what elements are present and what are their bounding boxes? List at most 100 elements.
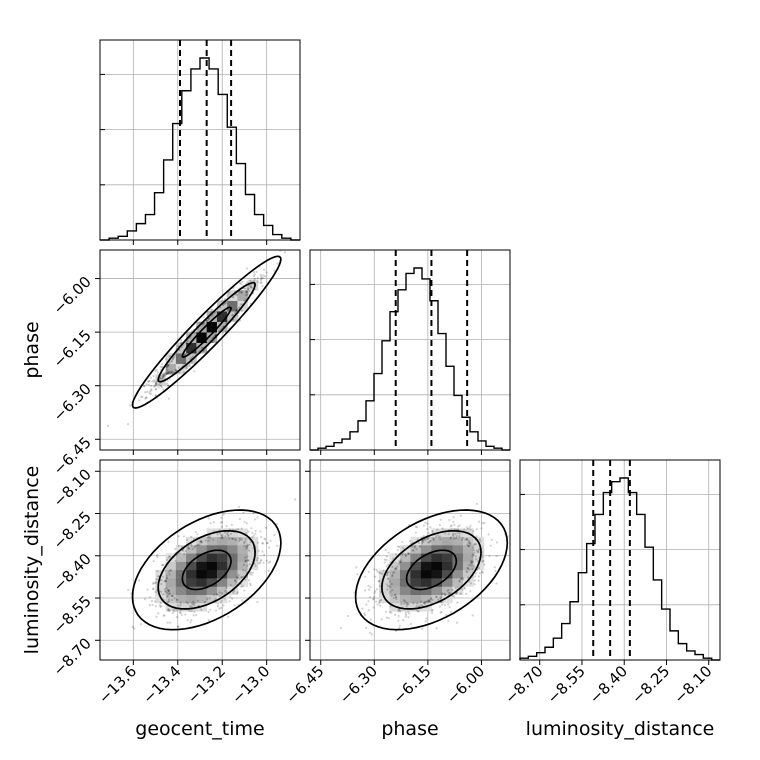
- sample-point: [236, 293, 239, 297]
- sample-point: [196, 543, 199, 547]
- sample-point: [153, 379, 156, 382]
- sample-point: [478, 520, 481, 523]
- sample-point: [390, 582, 393, 586]
- sample-point: [451, 588, 454, 592]
- sample-point: [437, 598, 440, 601]
- density-cell: [247, 561, 259, 571]
- sample-point: [154, 582, 157, 585]
- sample-point: [190, 544, 193, 547]
- sample-point: [462, 536, 465, 540]
- sample-point: [429, 597, 433, 600]
- density-cell: [175, 561, 187, 571]
- sample-point: [380, 618, 383, 621]
- sample-point: [141, 395, 144, 398]
- sample-point: [394, 613, 397, 617]
- sample-point: [245, 267, 249, 270]
- sample-point: [451, 533, 454, 536]
- density-cell: [389, 594, 401, 604]
- sample-point: [168, 370, 171, 374]
- sample-point: [186, 602, 189, 605]
- sample-point: [424, 521, 427, 524]
- density-cell: [206, 321, 218, 333]
- sample-point: [260, 277, 263, 280]
- sample-point: [256, 557, 260, 560]
- density-cell: [473, 545, 485, 554]
- sample-point: [148, 390, 151, 393]
- sample-point: [456, 586, 459, 589]
- sample-point: [237, 575, 240, 579]
- sample-point: [154, 369, 157, 373]
- x-axis-label-geocent-time: geocent_time: [135, 718, 264, 740]
- sample-point: [231, 537, 234, 540]
- density-cell: [175, 602, 187, 612]
- sample-point: [249, 572, 252, 575]
- sample-point: [265, 271, 268, 274]
- density-cell: [410, 586, 422, 596]
- sample-point: [365, 626, 368, 629]
- sample-point: [238, 578, 241, 581]
- sample-point: [441, 600, 444, 603]
- panel-histogram-luminosity-distance: −8.70−8.55−8.40−8.25−8.10: [501, 459, 721, 707]
- sample-point: [138, 579, 141, 582]
- sample-point: [155, 368, 158, 372]
- sample-point: [207, 517, 210, 520]
- sample-point: [229, 532, 233, 535]
- sample-point: [470, 561, 473, 564]
- density-cell: [441, 561, 453, 571]
- sample-point: [246, 287, 250, 290]
- sample-point: [186, 339, 189, 342]
- density-cell: [431, 553, 443, 562]
- sample-point: [473, 583, 476, 586]
- sample-point: [223, 297, 226, 301]
- sample-point: [187, 546, 190, 549]
- sample-point: [205, 342, 208, 345]
- sample-point: [204, 539, 207, 542]
- density-cell: [452, 528, 464, 538]
- sample-point: [454, 532, 457, 536]
- sample-point: [160, 604, 163, 608]
- sample-point: [379, 604, 382, 607]
- contour-level-1: [157, 281, 256, 383]
- sample-point: [375, 568, 378, 571]
- sample-point: [253, 279, 256, 282]
- sample-point: [228, 537, 231, 540]
- sample-point: [466, 527, 469, 531]
- sample-point: [424, 538, 427, 541]
- sample-point: [264, 538, 267, 541]
- sample-point: [154, 384, 157, 387]
- sample-point: [162, 374, 165, 377]
- sample-point: [244, 559, 247, 562]
- sample-point: [244, 538, 247, 541]
- sample-point: [246, 544, 249, 547]
- sample-point: [243, 520, 246, 524]
- density-cell: [441, 586, 453, 596]
- sample-point: [235, 581, 238, 584]
- sample-point: [386, 588, 389, 591]
- sample-point: [414, 544, 417, 547]
- sample-point: [249, 582, 252, 585]
- density-cell: [196, 342, 207, 354]
- sample-point: [417, 541, 420, 545]
- sample-point: [168, 570, 171, 573]
- sample-point: [131, 625, 134, 628]
- density-cell: [237, 290, 249, 301]
- sample-point: [172, 356, 175, 359]
- sample-point: [163, 374, 166, 378]
- sample-point: [250, 573, 253, 577]
- sample-point: [469, 582, 473, 585]
- sample-point: [249, 286, 252, 289]
- sample-point: [460, 538, 463, 541]
- sample-point: [463, 587, 466, 590]
- sample-point: [170, 594, 173, 597]
- sample-point: [367, 588, 371, 591]
- sample-point: [144, 396, 148, 399]
- density-cell: [237, 536, 249, 546]
- sample-point: [462, 577, 465, 580]
- sample-point: [261, 277, 264, 280]
- sample-point: [478, 538, 482, 541]
- sample-point: [397, 608, 400, 611]
- sample-point: [475, 502, 479, 505]
- sample-point: [179, 604, 182, 607]
- sample-point: [168, 372, 171, 375]
- sample-point: [106, 424, 110, 427]
